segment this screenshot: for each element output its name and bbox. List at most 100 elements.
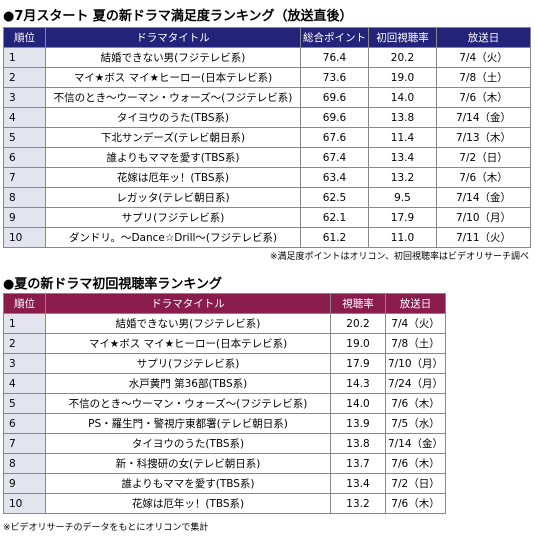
title: ●7月スタート 夏の新ドラマ満足度ランキング（放送直後） [3,9,353,24]
cell: 7/14（金） [436,107,531,128]
cell: 4 [3,107,46,128]
row: 10 花嫁は厄年ッ！(TBS系) 13.2 7/6（木） [3,493,446,514]
cell: 13.4 [330,473,386,494]
row: 8 新・科捜研の女(テレビ朝日系) 13.7 7/6（木） [3,453,446,474]
cell: 2 [3,333,46,354]
cell: 3 [3,87,46,108]
row: 2 マイ★ボス マイ★ヒーロー(日本テレビ系) 19.0 7/8（土） [3,333,446,354]
cell: 20.2 [368,47,437,68]
header-cell: 初回視聴率 [368,27,437,48]
cell: 7/6（木） [436,167,531,188]
cell: 5 [3,393,46,414]
header-cell: 順位 [3,27,46,48]
cell: 誰よりもママを愛す(TBS系) [45,473,331,494]
cell: 7/4（火） [436,47,531,68]
cell: サプリ(フジテレビ系) [45,207,301,228]
cell: 17.9 [330,353,386,374]
cell: 63.4 [300,167,369,188]
cell: 水戸黄門 第36部(TBS系) [45,373,331,394]
cell: 13.8 [368,107,437,128]
cell: 7/14（金） [436,187,531,208]
cell: 6 [3,413,46,434]
header-cell: 視聴率 [330,293,386,314]
cell: 2 [3,67,46,88]
cell: PS・羅生門・警視庁東都署(テレビ朝日系) [45,413,331,434]
cell: 7/5（水） [385,413,446,434]
note: ※ビデオリサーチのデータをもとにオリコンで集計 [3,523,209,533]
cell: 69.6 [300,107,369,128]
cell: 19.0 [330,333,386,354]
row: 6 誰よりもママを愛す(TBS系) 67.4 13.4 7/2（日） [3,147,531,168]
row: 1 結婚できない男(フジテレビ系) 20.2 7/4（火） [3,313,446,334]
cell: 13.9 [330,413,386,434]
header-cell: 放送日 [385,293,446,314]
cell: 結婚できない男(フジテレビ系) [45,313,331,334]
cell: 14.3 [330,373,386,394]
cell: 13.2 [368,167,437,188]
row: 7 タイヨウのうた(TBS系) 13.8 7/14（金） [3,433,446,454]
row: 9 誰よりもママを愛す(TBS系) 13.4 7/2（日） [3,473,446,494]
cell: タイヨウのうた(TBS系) [45,107,301,128]
cell: 13.8 [330,433,386,454]
cell: 7/13（木） [436,127,531,148]
cell: 7 [3,167,46,188]
header-cell: ドラマタイトル [45,27,301,48]
cell: 9.5 [368,187,437,208]
cell: 8 [3,453,46,474]
cell: 67.6 [300,127,369,148]
cell: 73.6 [300,67,369,88]
header-row: 順位 ドラマタイトル 視聴率 放送日 [3,293,446,314]
cell: 62.1 [300,207,369,228]
table: 順位 ドラマタイトル 視聴率 放送日 1 結婚できない男(フジテレビ系) 20.2 7/4（火… [3,293,446,514]
row: 9 サプリ(フジテレビ系) 62.1 17.9 7/10（月） [3,207,531,228]
cell: レガッタ(テレビ朝日系) [45,187,301,208]
cell: 17.9 [368,207,437,228]
row: 3 サプリ(フジテレビ系) 17.9 7/10（月） [3,353,446,374]
note: ※満足度ポイントはオリコン、初回視聴率はビデオリサーチ調べ [269,252,529,262]
cell: 7/2（日） [385,473,446,494]
cell: 下北サンデーズ(テレビ朝日系) [45,127,301,148]
title: ●夏の新ドラマ初回視聴率ランキング [3,277,222,292]
cell: 76.4 [300,47,369,68]
cell: 7/24（月） [385,373,446,394]
cell: 9 [3,473,46,494]
cell: 5 [3,127,46,148]
cell: 1 [3,47,46,68]
cell: タイヨウのうた(TBS系) [45,433,331,454]
cell: 13.2 [330,493,386,514]
cell: 14.0 [330,393,386,414]
cell: 花嫁は厄年ッ！(TBS系) [45,493,331,514]
cell: 7/6（木） [436,87,531,108]
cell: 7/14（金） [385,433,446,454]
cell: 9 [3,207,46,228]
cell: 誰よりもママを愛す(TBS系) [45,147,301,168]
row: 1 結婚できない男(フジテレビ系) 76.4 20.2 7/4（火） [3,47,531,68]
row: 7 花嫁は厄年ッ！(TBS系) 63.4 13.2 7/6（木） [3,167,531,188]
row: 10 ダンドリ。～Dance☆Drill～(フジテレビ系) 61.2 11.0 7/11… [3,227,531,248]
cell: 1 [3,313,46,334]
cell: 7/8（土） [436,67,531,88]
cell: 19.0 [368,67,437,88]
cell: 61.2 [300,227,369,248]
cell: 7/11（火） [436,227,531,248]
row: 5 下北サンデーズ(テレビ朝日系) 67.6 11.4 7/13（木） [3,127,531,148]
cell: ダンドリ。～Dance☆Drill～(フジテレビ系) [45,227,301,248]
cell: マイ★ボス マイ★ヒーロー(日本テレビ系) [45,333,331,354]
table: 順位 ドラマタイトル 総合ポイント 初回視聴率 放送日 1 結婚できない男(フジテレビ系) 7… [3,27,531,248]
header-cell: 総合ポイント [300,27,369,48]
cell: 13.7 [330,453,386,474]
cell: 13.4 [368,147,437,168]
row: 5 不信のとき～ウーマン・ウォーズ～(フジテレビ系) 14.0 7/6（木） [3,393,446,414]
row: 4 タイヨウのうた(TBS系) 69.6 13.8 7/14（金） [3,107,531,128]
cell: 69.6 [300,87,369,108]
cell: 花嫁は厄年ッ！(TBS系) [45,167,301,188]
cell: 10 [3,227,46,248]
row: 6 PS・羅生門・警視庁東都署(テレビ朝日系) 13.9 7/5（水） [3,413,446,434]
cell: 結婚できない男(フジテレビ系) [45,47,301,68]
cell: 7/6（木） [385,493,446,514]
cell: 11.4 [368,127,437,148]
cell: サプリ(フジテレビ系) [45,353,331,374]
cell: 新・科捜研の女(テレビ朝日系) [45,453,331,474]
cell: 6 [3,147,46,168]
cell: 不信のとき～ウーマン・ウォーズ～(フジテレビ系) [45,393,331,414]
